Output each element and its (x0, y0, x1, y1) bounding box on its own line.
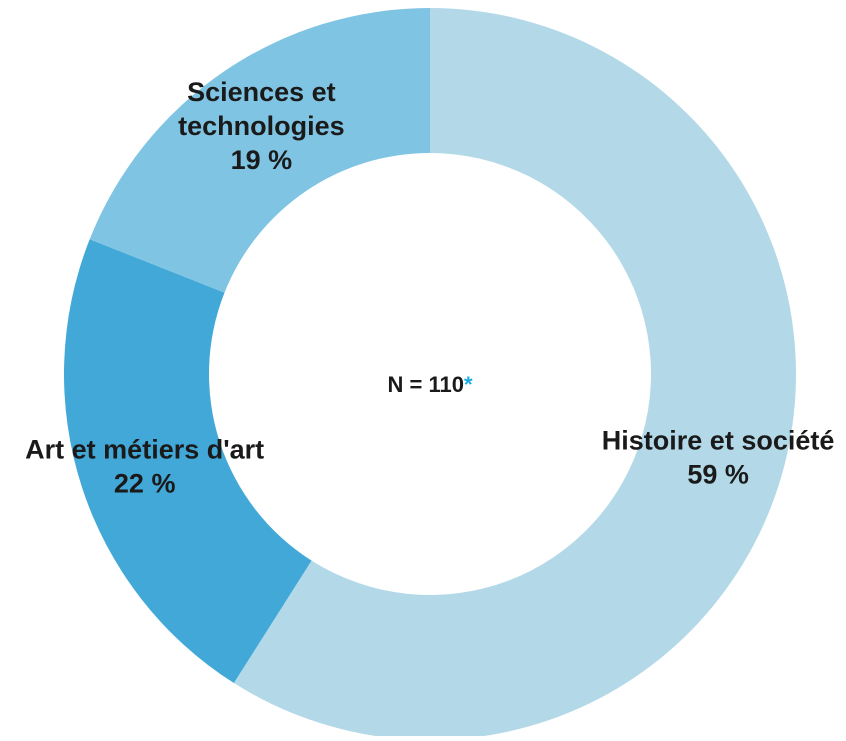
slice-label-3: Sciences et technologies 19 % (178, 77, 345, 175)
slice-label-1-line-1: Histoire et société (602, 426, 835, 456)
donut-slice-3 (89, 8, 430, 293)
center-text: N = 110 (387, 372, 463, 397)
slice-label-3-line-1: Sciences et (187, 77, 336, 107)
slice-label-3-line-3: 19 % (231, 145, 293, 175)
slice-label-2-line-1: Art et métiers d'art (25, 435, 264, 465)
slice-label-3-line-2: technologies (178, 111, 345, 141)
donut-slice-2 (64, 239, 312, 684)
donut-slice-1 (233, 8, 797, 740)
center-label: N = 110* (387, 372, 472, 397)
slice-label-1: Histoire et société 59 % (602, 426, 835, 490)
slice-label-2: Art et métiers d'art 22 % (25, 435, 264, 499)
slice-label-2-line-2: 22 % (114, 469, 176, 499)
slice-label-1-line-2: 59 % (687, 460, 749, 490)
donut-slices (64, 8, 797, 740)
slice-labels: Histoire et société 59 % Art et métiers d'… (25, 77, 834, 499)
center-mark: * (464, 372, 473, 397)
